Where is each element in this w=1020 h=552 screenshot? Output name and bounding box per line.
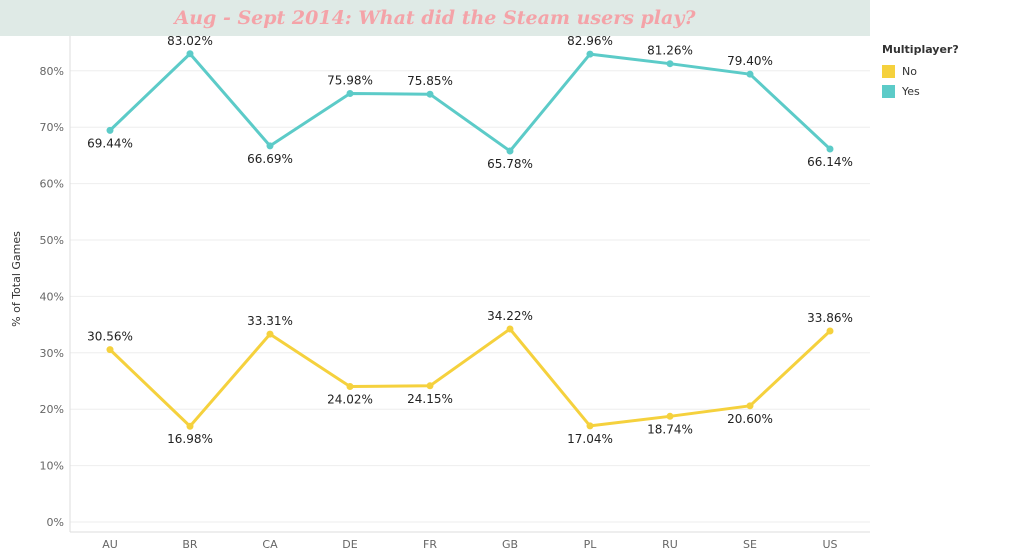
x-tick-label: BR: [182, 538, 198, 551]
data-point-no: [266, 330, 274, 338]
x-tick-label: AU: [102, 538, 118, 551]
title-bar: [0, 0, 870, 36]
data-point-no: [346, 383, 354, 391]
data-point-no: [506, 325, 514, 333]
data-label-yes: 83.02%: [167, 34, 213, 48]
data-point-yes: [106, 126, 114, 134]
legend-swatch-no: [882, 64, 895, 78]
y-tick-label: 0%: [47, 516, 64, 529]
data-label-no: 17.04%: [567, 432, 613, 446]
data-label-no: 24.15%: [407, 392, 453, 406]
x-tick-label: RU: [662, 538, 678, 551]
data-label-no: 33.31%: [247, 314, 293, 328]
data-point-yes: [666, 60, 674, 68]
data-point-no: [746, 402, 754, 410]
data-label-yes: 82.96%: [567, 34, 613, 48]
legend: Multiplayer? No Yes: [882, 43, 1012, 101]
data-label-no: 33.86%: [807, 311, 853, 325]
series-line-no: [108, 327, 832, 428]
data-label-yes: 75.98%: [327, 73, 373, 87]
legend-label-yes: Yes: [902, 84, 920, 98]
data-point-yes: [506, 147, 514, 155]
data-label-yes: 81.26%: [647, 44, 693, 58]
data-label-no: 30.56%: [87, 330, 133, 344]
data-point-yes: [826, 145, 834, 153]
data-label-yes: 69.44%: [87, 136, 133, 150]
data-point-no: [586, 422, 594, 430]
y-tick-label: 80%: [40, 65, 64, 78]
line-chart: 0% 10% 20% 30% 40% 50% 60% 70% 80% % of Total Gam…: [10, 34, 870, 551]
y-tick-label: 70%: [40, 121, 64, 134]
y-tick-label: 60%: [40, 178, 64, 191]
y-axis-label: % of Total Games: [10, 231, 23, 327]
data-point-no: [186, 422, 194, 430]
x-tick-label: GB: [502, 538, 518, 551]
x-tick-label: FR: [423, 538, 437, 551]
series-line-yes: [108, 52, 832, 153]
data-point-no: [426, 382, 434, 390]
data-label-no: 18.74%: [647, 422, 693, 436]
y-tick-label: 30%: [40, 347, 64, 360]
data-label-no: 16.98%: [167, 432, 213, 446]
y-tick-label: 40%: [40, 290, 64, 303]
x-tick-label: PL: [584, 538, 598, 551]
data-point-yes: [426, 90, 434, 98]
legend-item-no[interactable]: No: [882, 61, 1012, 81]
legend-swatch-yes: [882, 84, 895, 98]
legend-title: Multiplayer?: [882, 43, 959, 56]
data-point-yes: [346, 89, 354, 97]
data-label-no: 34.22%: [487, 309, 533, 323]
data-label-yes: 66.14%: [807, 155, 853, 169]
data-point-no: [666, 412, 674, 420]
y-tick-label: 20%: [40, 403, 64, 416]
data-label-no: 20.60%: [727, 412, 773, 426]
data-point-yes: [186, 50, 194, 58]
x-tick-label: US: [822, 538, 837, 551]
data-label-yes: 79.40%: [727, 54, 773, 68]
legend-label-no: No: [902, 64, 917, 78]
y-tick-label: 50%: [40, 234, 64, 247]
data-label-yes: 75.85%: [407, 74, 453, 88]
data-point-yes: [586, 50, 594, 58]
data-label-yes: 65.78%: [487, 157, 533, 171]
data-point-yes: [266, 142, 274, 150]
legend-item-yes[interactable]: Yes: [882, 81, 1012, 101]
x-tick-label: SE: [743, 538, 757, 551]
data-point-yes: [746, 70, 754, 78]
y-tick-label: 10%: [40, 460, 64, 473]
x-tick-label: CA: [262, 538, 278, 551]
data-point-no: [106, 346, 114, 354]
x-tick-label: DE: [342, 538, 357, 551]
data-label-yes: 66.69%: [247, 152, 293, 166]
data-point-no: [826, 327, 834, 335]
data-label-no: 24.02%: [327, 393, 373, 407]
chart-title: Aug - Sept 2014: What did the Steam user…: [174, 7, 696, 29]
